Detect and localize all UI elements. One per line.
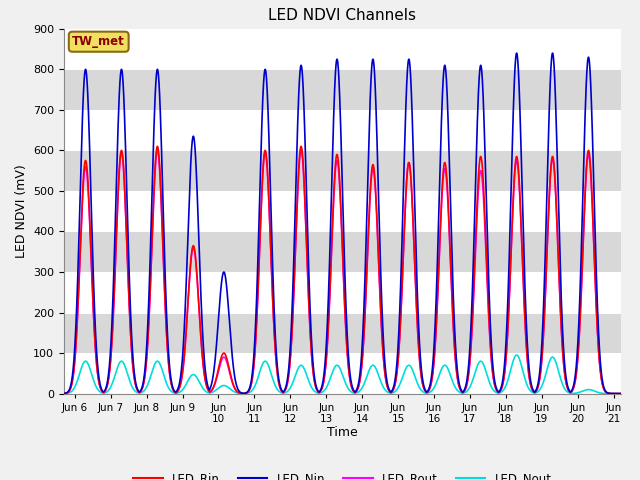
Legend: LED_Rin, LED_Nin, LED_Rout, LED_Nout: LED_Rin, LED_Nin, LED_Rout, LED_Nout xyxy=(129,468,556,480)
Bar xyxy=(64,110,621,150)
Y-axis label: LED NDVI (mV): LED NDVI (mV) xyxy=(15,164,28,258)
Bar xyxy=(64,272,621,312)
X-axis label: Time: Time xyxy=(327,426,358,439)
Title: LED NDVI Channels: LED NDVI Channels xyxy=(268,9,417,24)
Bar xyxy=(64,29,621,69)
Bar xyxy=(64,353,621,394)
Text: TW_met: TW_met xyxy=(72,35,125,48)
Bar xyxy=(64,191,621,231)
